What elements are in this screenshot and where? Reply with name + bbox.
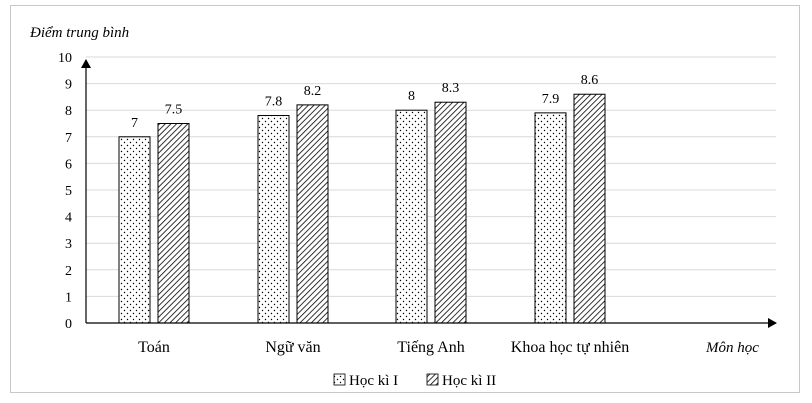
- gridlines: [86, 56, 776, 297]
- y-tick-label: 3: [65, 237, 72, 252]
- bars: [118, 93, 606, 324]
- bar-1-1: [118, 136, 151, 324]
- category-label: Toán: [138, 339, 170, 356]
- bar-2-2: [296, 104, 329, 324]
- y-tick-label: 5: [65, 184, 72, 199]
- legend-label-hoc-ki-1: Học kì I: [349, 373, 398, 389]
- legend-label-hoc-ki-2: Học kì II: [442, 373, 496, 389]
- y-axis-ticks: 0 1 2 3 4 5 6 7 8 9 10: [58, 51, 72, 332]
- legend: Học kì I Học kì II: [333, 373, 496, 389]
- data-label: 7.8: [265, 95, 283, 110]
- bar-1-2: [257, 115, 290, 324]
- bar-2-4: [573, 93, 606, 324]
- legend-swatch-hoc-ki-1: [333, 373, 346, 386]
- y-axis-label: Điểm trung bình: [29, 25, 129, 41]
- x-axis-categories: Toán Ngữ văn Tiếng Anh Khoa học tự nhiên: [138, 339, 629, 356]
- legend-swatch-hoc-ki-2: [426, 373, 439, 386]
- bar-1-4: [534, 112, 567, 324]
- y-tick-label: 4: [65, 211, 72, 226]
- y-tick-label: 6: [65, 157, 72, 172]
- y-tick-label: 7: [65, 131, 72, 146]
- y-tick-label: 0: [65, 317, 72, 332]
- bar-1-3: [395, 109, 428, 324]
- category-label: Ngữ văn: [265, 339, 320, 356]
- bar-2-1: [157, 123, 190, 324]
- data-label: 7.5: [165, 103, 183, 118]
- x-axis-label: Môn học: [705, 340, 759, 356]
- data-label: 7.9: [542, 92, 560, 107]
- category-label: Tiếng Anh: [397, 339, 464, 356]
- y-tick-label: 10: [58, 51, 72, 66]
- data-label: 7: [131, 116, 138, 131]
- data-labels: 7 7.5 7.8 8.2 8 8.3 7.9 8.6: [131, 73, 598, 131]
- data-label: 8.3: [442, 81, 460, 96]
- bar-2-3: [434, 101, 467, 324]
- y-tick-label: 1: [65, 290, 72, 305]
- y-tick-label: 9: [65, 78, 72, 93]
- category-label: Khoa học tự nhiên: [511, 339, 629, 356]
- y-tick-label: 8: [65, 104, 72, 119]
- data-label: 8: [408, 89, 415, 104]
- data-label: 8.6: [581, 73, 599, 88]
- y-tick-label: 2: [65, 264, 72, 279]
- data-label: 8.2: [304, 84, 322, 99]
